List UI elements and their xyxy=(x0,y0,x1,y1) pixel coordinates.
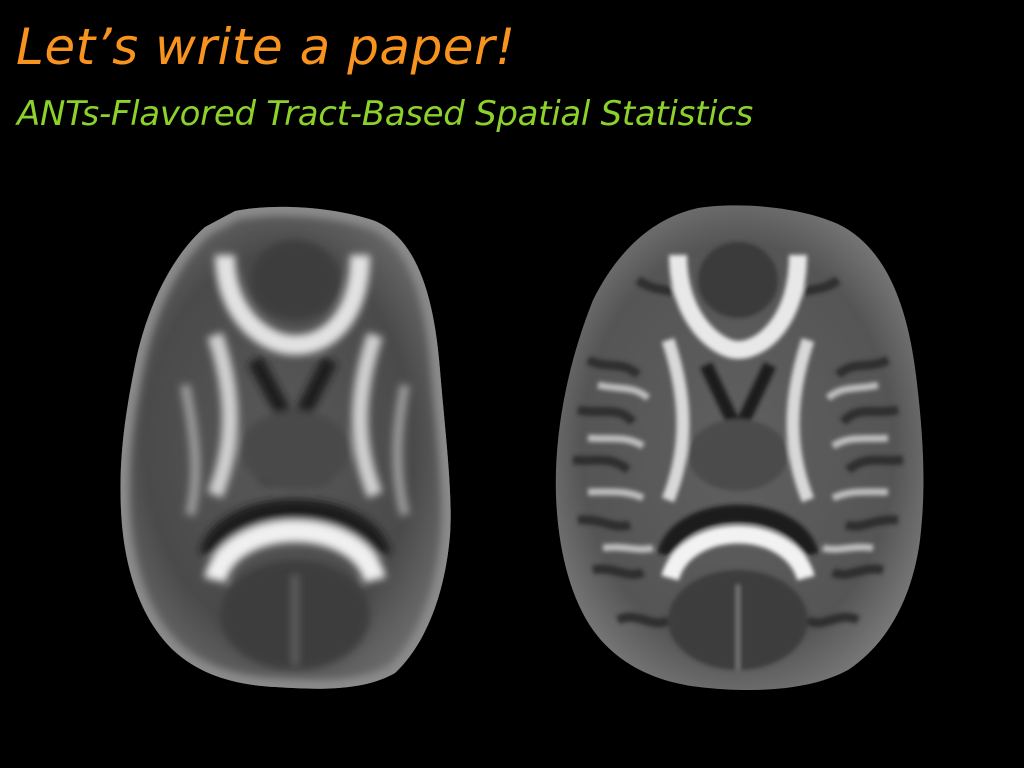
brain-axial-mri-icon xyxy=(555,205,924,691)
brain-axial-mri-icon xyxy=(120,206,451,689)
brain-image-right xyxy=(548,200,928,695)
slide-title: Let’s write a paper! xyxy=(16,18,516,76)
slide-subtitle: ANTs-Flavored Tract-Based Spatial Statis… xyxy=(17,94,753,134)
brain-image-left xyxy=(105,195,455,695)
